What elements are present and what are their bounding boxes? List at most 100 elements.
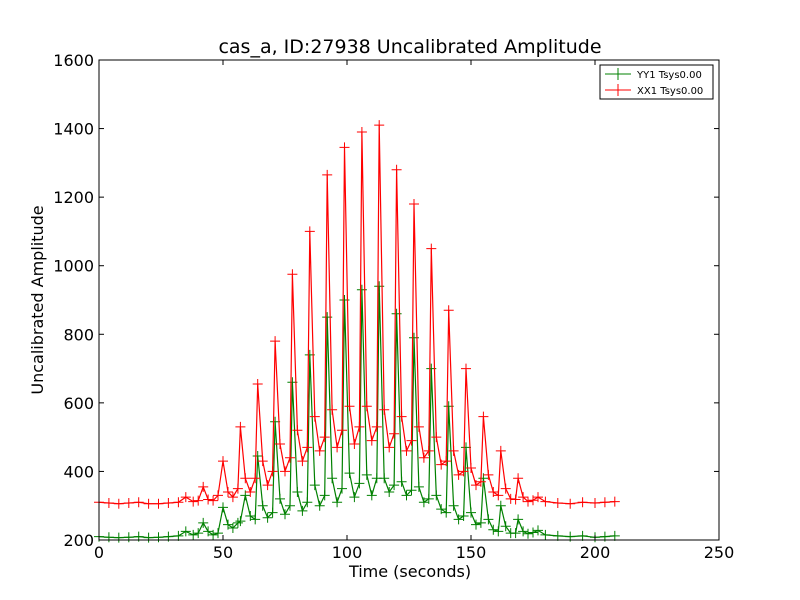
data-point xyxy=(401,445,412,456)
data-point xyxy=(431,490,442,501)
data-point xyxy=(577,497,588,508)
data-point xyxy=(505,493,516,504)
data-point xyxy=(423,493,434,504)
legend-label-xx1: XX1 Tsys0.00 xyxy=(637,86,703,97)
data-point xyxy=(113,498,124,509)
data-point xyxy=(245,487,256,497)
data-point xyxy=(235,516,246,527)
data-point xyxy=(389,480,400,491)
data-point xyxy=(565,498,576,509)
data-point xyxy=(232,483,243,494)
data-point xyxy=(426,243,437,254)
data-point xyxy=(609,496,620,507)
data-point xyxy=(448,445,459,456)
data-point xyxy=(270,336,281,347)
data-point xyxy=(275,439,285,449)
chart-title: cas_a, ID:27938 Uncalibrated Amplitude xyxy=(218,36,601,58)
data-point xyxy=(314,445,325,456)
data-point xyxy=(213,528,223,539)
data-point xyxy=(384,442,395,453)
y-tick-label: 200 xyxy=(63,531,94,550)
plot-area xyxy=(94,120,620,543)
data-point xyxy=(198,481,209,492)
data-point xyxy=(123,498,134,508)
data-point xyxy=(418,452,429,463)
data-point xyxy=(235,421,246,432)
data-point xyxy=(441,456,452,467)
data-point xyxy=(458,466,469,477)
data-point xyxy=(495,445,506,456)
x-tick-label: 200 xyxy=(580,543,611,562)
data-point xyxy=(533,492,543,503)
data-point xyxy=(349,492,360,503)
data-point xyxy=(493,526,504,537)
data-point xyxy=(361,401,372,412)
data-point xyxy=(344,401,355,412)
data-point xyxy=(103,498,114,508)
data-point xyxy=(495,500,506,511)
data-point xyxy=(349,439,360,449)
data-point xyxy=(153,498,164,509)
data-point xyxy=(406,435,417,446)
x-axis-title: Time (seconds) xyxy=(348,562,471,581)
data-point xyxy=(366,490,377,501)
data-point xyxy=(413,421,424,432)
y-tick-label: 600 xyxy=(63,394,94,413)
x-tick-label: 0 xyxy=(94,543,104,562)
data-point xyxy=(173,530,184,541)
data-point xyxy=(218,502,228,513)
y-tick-label: 1200 xyxy=(53,188,94,207)
data-point xyxy=(143,532,154,543)
data-point xyxy=(488,524,499,535)
data-point xyxy=(409,199,419,209)
data-point xyxy=(528,527,538,538)
legend: YY1 Tsys0.00 XX1 Tsys0.00 xyxy=(599,64,714,100)
data-point xyxy=(391,164,402,175)
data-point xyxy=(371,421,382,432)
data-point xyxy=(309,411,320,422)
data-point xyxy=(332,497,343,508)
data-point xyxy=(240,473,251,484)
data-point xyxy=(466,507,476,518)
data-point xyxy=(448,500,459,511)
x-tick-label: 50 xyxy=(213,543,233,562)
data-point xyxy=(552,498,563,508)
data-point xyxy=(302,497,313,508)
axis-ticks: 0 50 100 150 200 250 200 400 600 800 1000 1200 1400 1… xyxy=(53,51,734,562)
data-point xyxy=(123,532,134,543)
data-point xyxy=(232,517,243,528)
data-point xyxy=(361,469,372,480)
data-point xyxy=(401,490,412,501)
data-point xyxy=(590,498,600,508)
data-point xyxy=(413,481,424,492)
data-point xyxy=(461,363,471,374)
data-point xyxy=(133,497,144,508)
data-point xyxy=(188,529,199,540)
data-point xyxy=(471,519,481,530)
data-point xyxy=(406,485,417,496)
data-point xyxy=(227,492,238,503)
data-point xyxy=(297,505,308,516)
data-point xyxy=(518,526,529,537)
data-point xyxy=(423,445,434,456)
data-point xyxy=(213,490,223,501)
data-point xyxy=(250,514,261,525)
data-point xyxy=(366,435,377,446)
data-point xyxy=(309,480,320,491)
data-point xyxy=(513,514,524,525)
data-point xyxy=(354,421,365,432)
data-point xyxy=(267,507,278,518)
series-0 xyxy=(94,281,620,543)
data-point xyxy=(533,525,543,536)
data-point xyxy=(267,466,278,477)
data-point xyxy=(599,497,610,508)
data-point xyxy=(458,511,469,521)
data-point xyxy=(510,494,521,505)
data-point xyxy=(208,529,219,540)
data-point xyxy=(302,442,313,453)
data-point xyxy=(252,379,263,389)
data-point xyxy=(577,530,588,541)
data-point xyxy=(287,269,298,280)
data-point xyxy=(396,411,407,422)
